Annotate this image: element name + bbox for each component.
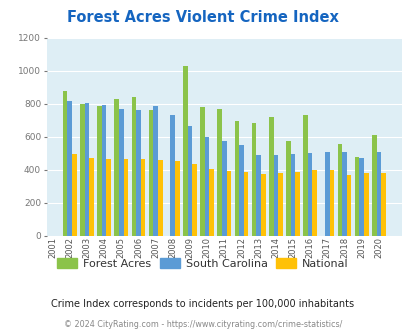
Bar [102, 105, 106, 236]
Bar [243, 172, 248, 236]
Bar [324, 152, 329, 236]
Bar [187, 125, 192, 236]
Bar [131, 97, 136, 236]
Text: Forest Acres Violent Crime Index: Forest Acres Violent Crime Index [67, 10, 338, 25]
Bar [222, 141, 226, 236]
Bar [294, 172, 299, 236]
Bar [148, 110, 153, 236]
Bar [84, 104, 89, 236]
Bar [256, 155, 260, 236]
Bar [123, 159, 128, 236]
Bar [72, 154, 77, 236]
Bar [170, 115, 175, 236]
Bar [106, 159, 111, 236]
Bar [226, 171, 231, 236]
Bar [371, 135, 375, 236]
Bar [329, 170, 333, 236]
Bar [312, 170, 316, 236]
Bar [217, 109, 222, 236]
Bar [380, 173, 385, 236]
Bar [136, 110, 141, 236]
Bar [239, 145, 243, 236]
Bar [158, 160, 162, 236]
Bar [192, 164, 196, 236]
Bar [358, 157, 363, 236]
Bar [375, 152, 380, 236]
Bar [307, 153, 312, 236]
Bar [141, 159, 145, 236]
Bar [119, 109, 123, 236]
Bar [175, 161, 179, 236]
Bar [234, 121, 239, 236]
Bar [337, 144, 341, 236]
Bar [363, 174, 368, 236]
Bar [114, 99, 119, 236]
Legend: Forest Acres, South Carolina, National: Forest Acres, South Carolina, National [53, 254, 352, 273]
Bar [67, 101, 72, 236]
Bar [200, 107, 205, 236]
Bar [277, 173, 282, 236]
Bar [268, 117, 273, 236]
Bar [354, 157, 358, 236]
Bar [209, 170, 213, 236]
Bar [80, 104, 84, 236]
Text: © 2024 CityRating.com - https://www.cityrating.com/crime-statistics/: © 2024 CityRating.com - https://www.city… [64, 320, 341, 329]
Bar [290, 154, 294, 236]
Bar [273, 155, 277, 236]
Bar [286, 141, 290, 236]
Bar [251, 123, 256, 236]
Bar [260, 174, 265, 236]
Bar [303, 115, 307, 236]
Bar [341, 152, 346, 236]
Bar [89, 157, 94, 236]
Bar [153, 106, 158, 236]
Bar [63, 91, 67, 236]
Bar [183, 66, 187, 236]
Bar [97, 106, 102, 236]
Bar [346, 175, 351, 236]
Bar [205, 137, 209, 236]
Text: Crime Index corresponds to incidents per 100,000 inhabitants: Crime Index corresponds to incidents per… [51, 299, 354, 309]
